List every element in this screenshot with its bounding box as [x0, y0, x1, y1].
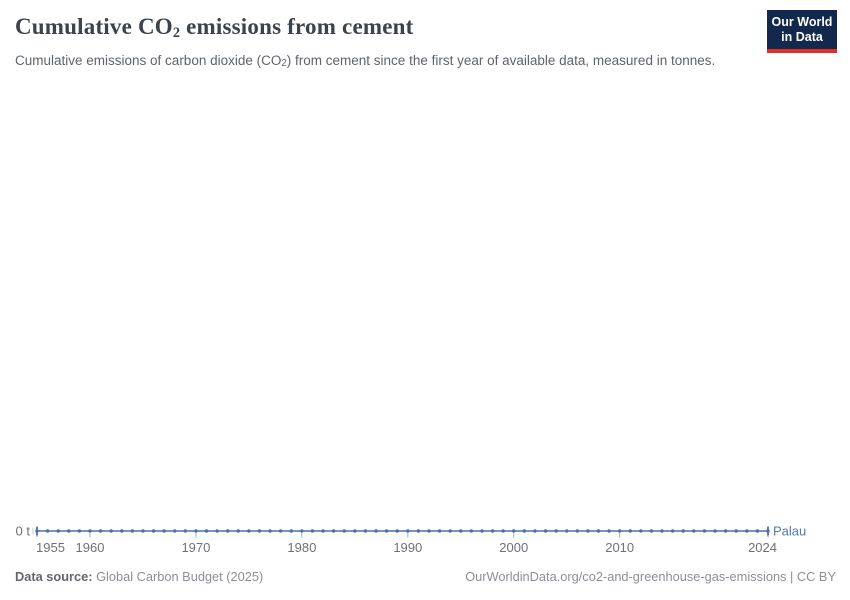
data-point: [480, 529, 484, 533]
data-point: [596, 529, 601, 533]
data-point: [702, 529, 707, 533]
data-point: [670, 529, 675, 533]
data-point: [35, 529, 39, 533]
data-point: [723, 529, 728, 533]
data-point: [448, 529, 452, 533]
data-point: [437, 529, 442, 533]
attribution-link[interactable]: OurWorldinData.org/co2-and-greenhouse-ga…: [465, 569, 836, 584]
data-point: [490, 529, 495, 533]
data-point: [342, 529, 346, 533]
data-point: [543, 529, 548, 533]
data-point: [395, 529, 399, 533]
data-point: [649, 529, 654, 533]
data-point: [289, 529, 293, 533]
data-point: [45, 529, 50, 533]
data-point: [204, 529, 209, 533]
data-point: [617, 529, 622, 533]
data-point: [173, 529, 177, 533]
chart-subtitle: Cumulative emissions of carbon dioxide (…: [15, 52, 715, 72]
data-source-value[interactable]: Global Carbon Budget (2025): [96, 569, 264, 584]
owid-logo-line2: in Data: [781, 29, 823, 44]
data-point: [522, 529, 527, 533]
data-point: [406, 529, 410, 533]
x-axis-tick-label: 2024: [748, 540, 777, 555]
x-axis-tick-label: 2010: [605, 540, 634, 555]
data-point: [512, 529, 516, 533]
owid-logo-line1: Our World: [771, 14, 833, 29]
data-point: [56, 529, 60, 533]
x-axis-tick-label: 1970: [181, 540, 210, 555]
x-axis-tick-label: 2000: [499, 540, 528, 555]
data-point: [607, 529, 611, 533]
data-point: [183, 529, 188, 533]
data-point: [236, 529, 240, 533]
data-point: [501, 529, 505, 533]
y-axis-zero-label: 0 t: [16, 524, 31, 539]
data-point: [225, 529, 230, 533]
data-source-label: Data source:: [15, 569, 93, 584]
data-point: [427, 529, 431, 533]
data-point: [98, 529, 103, 533]
data-point: [278, 529, 283, 533]
data-point: [257, 529, 262, 533]
data-point: [692, 529, 696, 533]
series-label-palau[interactable]: Palau: [773, 524, 806, 539]
data-point: [321, 529, 325, 533]
data-point: [300, 529, 304, 533]
x-axis-tick-label: 1955: [36, 540, 65, 555]
data-point: [130, 529, 135, 533]
x-axis-tick-label: 1990: [393, 540, 422, 555]
data-point: [88, 529, 92, 533]
data-point: [681, 529, 685, 533]
chart-subtitle-subscript: 2: [281, 58, 287, 70]
data-point: [533, 529, 537, 533]
data-point: [109, 529, 113, 533]
data-point: [713, 529, 717, 533]
data-point: [310, 529, 315, 533]
data-point: [766, 529, 770, 533]
data-point: [67, 529, 71, 533]
chart-subtitle-text: Cumulative emissions of carbon dioxide (…: [15, 53, 282, 68]
data-point: [575, 529, 580, 533]
data-point: [469, 529, 474, 533]
chart-footer: Data source: Global Carbon Budget (2025)…: [15, 568, 836, 585]
data-point: [353, 529, 357, 533]
data-point: [459, 529, 463, 533]
data-point: [734, 529, 738, 533]
data-point: [565, 529, 569, 533]
data-point: [586, 529, 590, 533]
data-point: [268, 529, 272, 533]
data-point: [162, 529, 166, 533]
chart-title-text: Cumulative CO: [15, 14, 173, 39]
data-point: [628, 529, 632, 533]
chart-title-subscript: 2: [172, 24, 181, 41]
data-point: [363, 529, 368, 533]
data-point: [77, 529, 82, 533]
owid-logo[interactable]: Our World in Data: [767, 10, 837, 53]
chart-title: Cumulative CO2 emissions from cement: [15, 13, 413, 44]
data-point: [194, 529, 198, 533]
data-point: [215, 529, 219, 533]
data-point: [331, 529, 336, 533]
data-point: [554, 529, 558, 533]
data-point: [120, 529, 124, 533]
data-point: [151, 529, 156, 533]
x-axis-tick-label: 1980: [287, 540, 316, 555]
x-axis-tick-label: 1960: [76, 540, 105, 555]
chart-title-text-suffix: emissions from cement: [180, 14, 414, 39]
data-point: [374, 529, 378, 533]
data-point: [384, 529, 389, 533]
data-point: [660, 529, 664, 533]
data-point: [755, 529, 760, 533]
data-point: [639, 529, 643, 533]
data-point: [247, 529, 251, 533]
data-source: Data source: Global Carbon Budget (2025): [15, 568, 263, 585]
data-point: [745, 529, 749, 533]
data-point: [416, 529, 421, 533]
chart-subtitle-text-suffix: ) from cement since the first year of av…: [286, 53, 716, 68]
data-point: [141, 529, 145, 533]
